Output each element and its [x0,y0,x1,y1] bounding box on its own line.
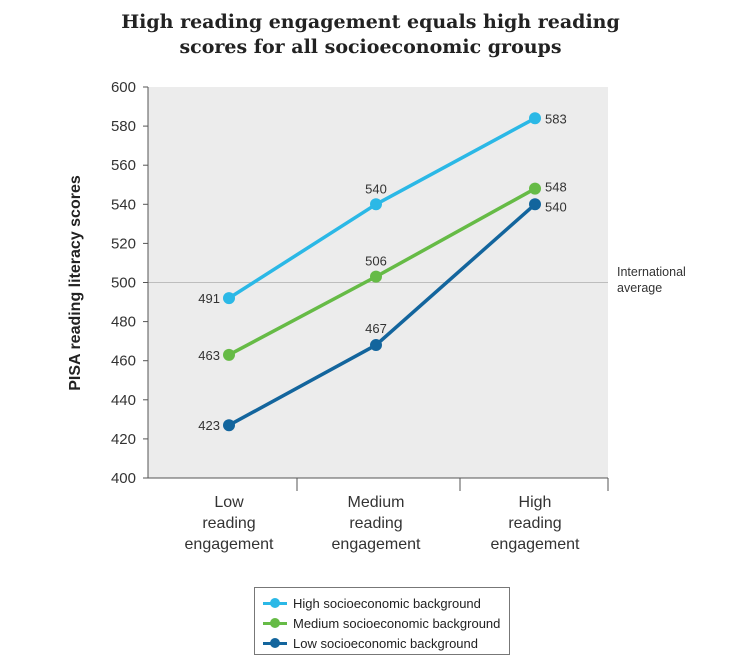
x-tick-label-1-line-3: engagement [185,536,275,553]
x-tick-label-1-line-2: reading [202,515,255,532]
y-tick-label-600: 600 [111,79,136,96]
legend-item-medium: Medium socioeconomic background [263,613,509,633]
data-point-series2-3 [529,182,541,195]
x-tick-label-3-line-3: engagement [491,536,581,553]
y-tick-label-440: 440 [111,392,136,409]
data-point-series1-2 [370,198,382,211]
line-chart: International average 400 420 440 460 480 500 52… [67,79,686,553]
data-point-series1-1 [223,292,235,305]
y-tick-label-420: 420 [111,431,136,448]
y-tick-label-400: 400 [111,470,136,487]
y-tick-label-520: 520 [111,235,136,252]
data-label-series3-2: 467 [365,321,387,336]
legend-swatch-medium [263,617,287,629]
legend-item-low: Low socioeconomic background [263,633,509,653]
y-tick-label-480: 480 [111,314,136,331]
x-tick-label-3-line-1: High [519,494,552,511]
legend-swatch-high [263,597,287,609]
data-label-series1-3: 583 [545,111,567,126]
x-tick-label-1-line-1: Low [214,494,244,511]
legend: High socioeconomic background Medium soc… [254,587,510,655]
data-label-series3-3: 540 [545,199,567,214]
legend-label-high: High socioeconomic background [293,595,481,611]
data-label-series1-2: 540 [365,181,387,196]
x-tick-label-3-line-2: reading [508,515,561,532]
data-label-series3-1: 423 [198,418,220,433]
legend-label-low: Low socioeconomic background [293,635,478,651]
y-axis-title: PISA reading literacy scores [67,175,84,391]
data-point-series3-3 [529,198,541,211]
data-point-series3-2 [370,339,382,352]
data-point-series1-3 [529,112,541,125]
chart-title: High reading engagement equals high read… [0,10,741,60]
chart-title-line-2: scores for all socioeconomic groups [179,36,562,58]
data-label-series1-1: 491 [198,291,220,306]
y-tick-label-580: 580 [111,118,136,135]
data-label-series2-3: 548 [545,180,567,195]
y-tick-label-540: 540 [111,196,136,213]
data-point-series3-1 [223,419,235,432]
legend-label-medium: Medium socioeconomic background [293,615,501,631]
data-point-series2-2 [370,270,382,283]
data-label-series2-1: 463 [198,348,220,363]
legend-item-high: High socioeconomic background [263,593,509,613]
y-tick-label-560: 560 [111,157,136,174]
data-label-series2-2: 506 [365,254,387,269]
data-point-series2-1 [223,348,235,361]
x-tick-label-2-line-3: engagement [332,536,422,553]
y-tick-label-500: 500 [111,275,136,292]
legend-swatch-low [263,637,287,649]
chart-title-line-1: High reading engagement equals high read… [121,11,620,33]
reference-line-label-2: average [617,281,662,295]
reference-line-label-1: International [617,265,686,279]
x-tick-label-2-line-1: Medium [348,494,405,511]
x-tick-label-2-line-2: reading [349,515,402,532]
y-tick-label-460: 460 [111,353,136,370]
